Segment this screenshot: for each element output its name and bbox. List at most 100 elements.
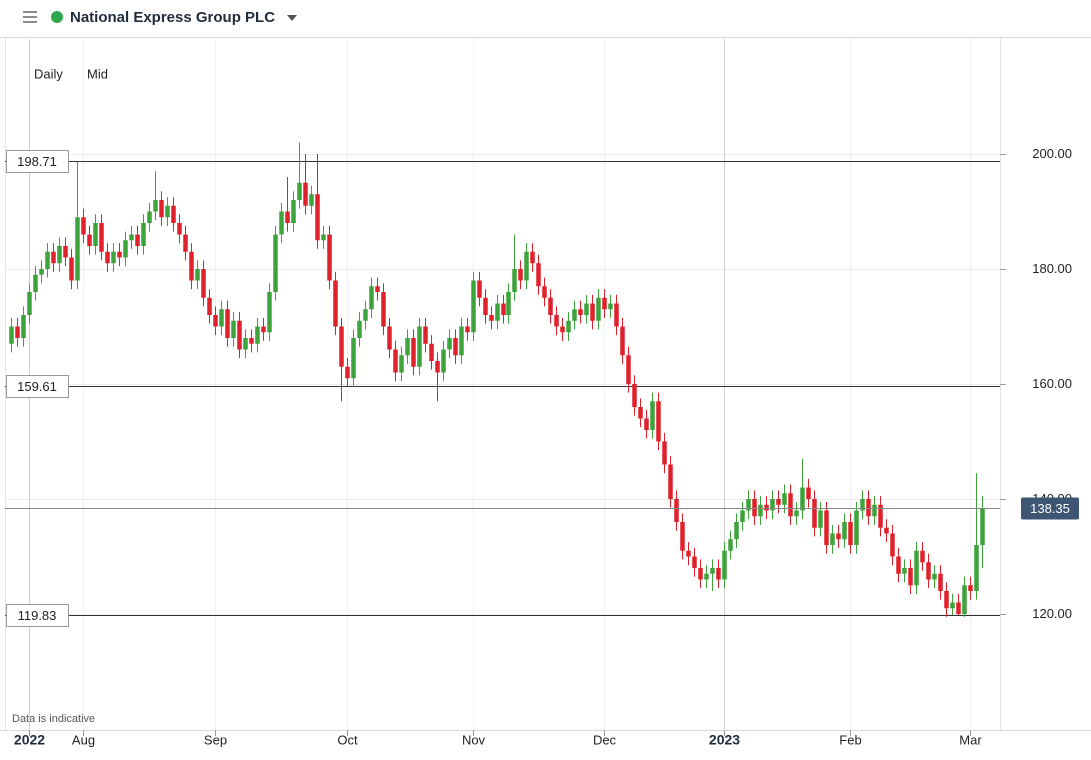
x-tick-label: Mar [959, 732, 982, 747]
candle-body [638, 407, 643, 419]
candle-body [351, 338, 356, 379]
candle-body [297, 182, 302, 200]
candle-body [303, 182, 308, 206]
status-dot [51, 11, 63, 23]
price-type[interactable]: Mid [87, 66, 108, 81]
candle-body [111, 251, 116, 264]
candle-body [884, 527, 889, 534]
candle-body [602, 297, 607, 310]
candle-body [830, 533, 835, 545]
candle-body [908, 568, 913, 586]
candle-body [938, 573, 943, 591]
candle-body [764, 504, 769, 511]
last-price-box [1021, 497, 1079, 520]
candle-body [495, 303, 500, 321]
candle-body [614, 303, 619, 327]
candle-body [704, 573, 709, 580]
candle-body [81, 217, 86, 235]
candle-body [345, 366, 350, 379]
candle-body [680, 522, 685, 551]
candle-body [39, 269, 44, 275]
candle-body [542, 286, 547, 298]
candle-body [962, 585, 967, 614]
candle-body [225, 309, 230, 338]
candle-body [566, 320, 571, 333]
candle-body [453, 338, 458, 356]
interval[interactable]: Daily [34, 66, 63, 81]
candle-body [45, 251, 50, 269]
candle-body [860, 499, 865, 511]
candle-body [261, 326, 266, 333]
menu-icon[interactable] [23, 11, 37, 23]
candle-body [554, 315, 559, 327]
candle-body [752, 499, 757, 517]
candle-body [896, 556, 901, 574]
candle-body [518, 269, 523, 281]
candle-body [471, 280, 476, 333]
candle-body [189, 251, 194, 281]
level-label-box [6, 375, 69, 398]
candle-body [129, 234, 134, 241]
x-tick-label: Sep [204, 732, 227, 747]
candle-body [716, 568, 721, 580]
candle-body [812, 499, 817, 528]
candle-body [393, 349, 398, 373]
candle-body [728, 539, 733, 551]
candle-body [794, 510, 799, 517]
candle-body [818, 510, 823, 528]
candle-body [309, 194, 314, 206]
y-tick-label: 160.00 [1032, 376, 1072, 391]
candle-body [69, 257, 74, 281]
candle-body [459, 326, 464, 356]
candle-body [842, 522, 847, 540]
candle-body [686, 550, 691, 557]
candle-body [135, 234, 140, 246]
dropdown-arrow[interactable] [287, 15, 297, 21]
y-tick-label: 180.00 [1032, 261, 1072, 276]
level-label-box [6, 150, 69, 173]
candle-body [950, 602, 955, 609]
candle-body [668, 464, 673, 499]
candle-body [854, 510, 859, 545]
candle-body [171, 205, 176, 223]
candle-body [506, 292, 511, 315]
candle-body [279, 211, 284, 235]
candle-body [746, 499, 751, 511]
candle-body [321, 234, 326, 241]
candles [9, 142, 985, 617]
candle-body [968, 585, 973, 591]
candle-body [57, 246, 62, 264]
candle-body [501, 303, 506, 315]
level-label: 159.61 [17, 379, 57, 394]
candle-body [153, 200, 158, 212]
candle-body [255, 326, 260, 344]
candle-body [219, 309, 224, 327]
candle-body [914, 550, 919, 586]
candle-body [530, 251, 535, 264]
candle-body [357, 320, 362, 338]
candle-body [417, 326, 422, 367]
candle-body [387, 326, 392, 350]
instrument-title[interactable]: National Express Group PLC [70, 9, 275, 26]
candle-body [435, 361, 440, 373]
last-price-label: 138.35 [1030, 501, 1070, 516]
candle-body [698, 568, 703, 580]
candle-body [195, 269, 200, 281]
candle-body [692, 556, 697, 568]
candle-body [411, 338, 416, 367]
candle-body [536, 263, 541, 287]
candle-body [141, 223, 146, 246]
candle-body [381, 292, 386, 327]
candle-body [824, 510, 829, 545]
candle-body [9, 326, 14, 344]
level-label-box [6, 604, 69, 627]
x-tick-label: 2023 [709, 732, 740, 748]
candle-body [27, 292, 32, 315]
candle-body [800, 487, 805, 511]
candle-body [848, 522, 853, 545]
candle-body [974, 545, 979, 591]
candle-body [632, 384, 637, 407]
candle-body [584, 303, 589, 315]
candle-body [477, 280, 482, 298]
